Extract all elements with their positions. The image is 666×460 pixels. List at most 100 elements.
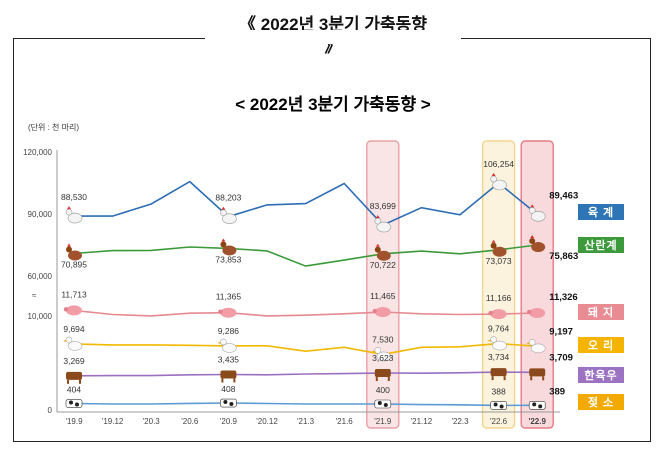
dairy-cow-icon — [528, 401, 546, 410]
cow-icon — [220, 370, 237, 383]
cow-icon — [374, 369, 391, 382]
dairy-cow-icon — [220, 398, 237, 408]
legend-label: 산란계 — [584, 238, 617, 252]
x-tick-label: '21.3 — [297, 417, 315, 426]
highlight-band-2 — [520, 140, 554, 429]
y-tick-label: 60,000 — [28, 272, 53, 281]
chicken-icon — [528, 204, 546, 222]
data-labels: 88,530 88,203 83,699 106,254 89,463 70,895 73,… — [61, 159, 578, 397]
legend-label: 돼 지 — [588, 305, 614, 319]
data-label: 388 — [492, 386, 506, 396]
data-label: 7,530 — [372, 334, 394, 344]
x-tick-label: '22.6 — [490, 417, 508, 426]
x-tick-label: '21.12 — [411, 417, 433, 426]
data-label: 11,326 — [549, 292, 578, 303]
legend-item: 젖 소 — [578, 394, 624, 410]
legend-swatch — [578, 337, 624, 353]
pig-icon — [488, 309, 507, 320]
duck-icon — [217, 338, 237, 353]
data-label: 70,895 — [61, 259, 87, 269]
legend-item: 육 계 — [578, 204, 624, 220]
legend-label: 오 리 — [588, 338, 614, 352]
data-label: 88,203 — [215, 193, 241, 203]
pig-icon — [372, 307, 391, 318]
y-tick-label: 120,000 — [23, 148, 52, 157]
data-label: 11,365 — [216, 292, 242, 302]
chicken-icon — [65, 206, 83, 224]
series-line-0 — [74, 180, 538, 227]
x-tick-label: '21.6 — [336, 417, 354, 426]
legend-swatch — [578, 204, 624, 220]
x-tick-label: '20.12 — [256, 417, 278, 426]
series-line-1 — [73, 244, 538, 267]
legend-item: 돼 지 — [578, 304, 624, 320]
legend-label: 한육우 — [584, 368, 617, 382]
legend-swatch — [578, 237, 624, 253]
data-label: 70,722 — [370, 260, 396, 270]
pig-icon — [63, 305, 82, 316]
chart-title: < 2022년 3분기 가축동향 > — [235, 94, 431, 114]
data-label: 9,286 — [218, 326, 240, 336]
data-label: 106,254 — [483, 159, 514, 169]
highlight-band-1 — [481, 140, 516, 429]
data-label: 3,709 — [549, 352, 573, 363]
x-tick-label: '22.3 — [451, 417, 469, 426]
hen-icon — [490, 239, 507, 257]
duck-icon — [63, 336, 83, 351]
hen-icon — [374, 243, 391, 261]
y-tick-label: 10,000 — [28, 312, 53, 321]
duck-icon — [371, 347, 392, 362]
cow-icon — [66, 371, 82, 384]
data-label: 3,269 — [63, 356, 85, 366]
dairy-cow-icon — [490, 401, 507, 410]
legend-swatch — [578, 367, 624, 383]
duck-icon — [526, 339, 546, 354]
legend-swatch — [578, 394, 624, 410]
unit-label: (단위 : 천 마리) — [28, 122, 79, 132]
data-label: 9,197 — [549, 326, 573, 337]
duck-icon — [487, 336, 507, 351]
hen-icon — [66, 243, 82, 261]
axes: 120,000 90,000 60,000 10,000 0 ≈ '19.9 '19.12 '2… — [23, 148, 560, 426]
legend-item: 한육우 — [578, 367, 624, 383]
data-label: 400 — [376, 385, 390, 395]
legend-swatch — [578, 304, 624, 320]
data-label: 89,463 — [549, 190, 578, 201]
data-label: 11,166 — [486, 293, 512, 303]
legend-item: 산란계 — [578, 237, 624, 253]
axis-break-icon: ≈ — [32, 291, 37, 300]
data-label: 11,465 — [370, 291, 396, 301]
data-label: 11,713 — [61, 289, 87, 299]
x-tick-label: '20.3 — [143, 417, 161, 426]
dairy-cow-icon — [374, 399, 392, 409]
x-tick-label: '20.9 — [220, 417, 238, 426]
data-label: 9,764 — [488, 324, 510, 334]
cow-icon — [529, 368, 546, 381]
chicken-icon — [220, 206, 237, 224]
series-line-2 — [73, 309, 538, 317]
data-label: 408 — [221, 384, 235, 394]
x-tick-label: '20.6 — [181, 417, 199, 426]
highlight-bands — [366, 140, 554, 429]
data-label: 3,435 — [218, 355, 240, 365]
series-lines — [73, 180, 538, 407]
hen-icon — [529, 235, 546, 253]
series-line-5 — [73, 402, 538, 407]
data-label: 389 — [549, 386, 565, 397]
data-label: 404 — [67, 385, 81, 395]
data-label: 3,623 — [372, 353, 394, 363]
series-line-3 — [73, 342, 538, 356]
chicken-icon — [490, 172, 507, 191]
data-label: 73,073 — [486, 256, 512, 266]
series-line-4 — [73, 371, 538, 377]
data-label: 3,734 — [488, 352, 510, 362]
data-label: 9,694 — [63, 324, 85, 334]
x-tick-label: '22.9 — [528, 417, 546, 426]
cow-icon — [490, 368, 507, 381]
data-label: 75,863 — [549, 251, 578, 262]
outer-title-line1: 《 2022년 3분기 가축동향 — [239, 15, 427, 34]
y-tick-label: 0 — [48, 406, 53, 415]
data-label: 83,699 — [370, 201, 396, 211]
